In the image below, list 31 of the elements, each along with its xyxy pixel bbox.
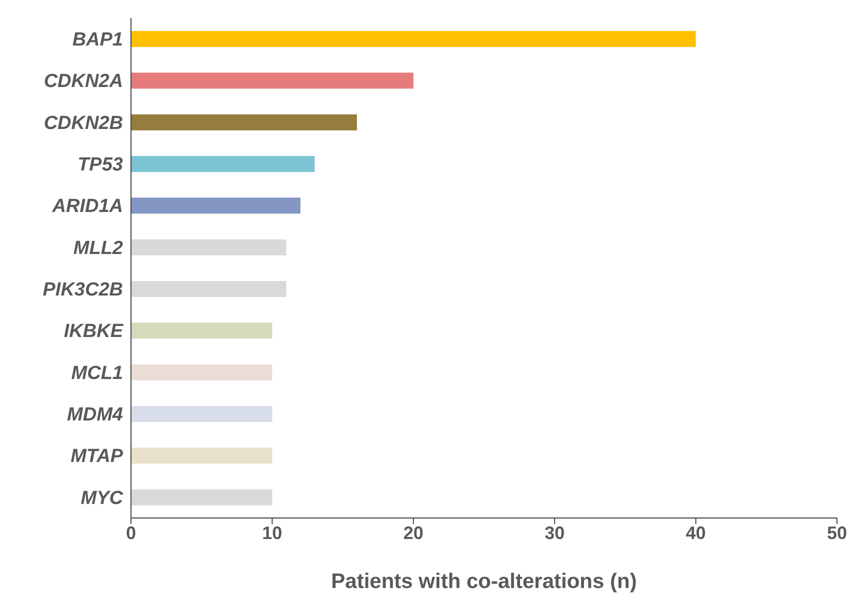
bar (131, 448, 272, 464)
x-tick-label: 40 (686, 522, 706, 543)
y-tick-label: CDKN2B (44, 112, 124, 134)
bar (131, 364, 272, 380)
y-tick-label: MTAP (70, 446, 124, 468)
y-tick-label: MYC (80, 488, 124, 509)
y-tick-label: MCL1 (71, 362, 123, 384)
y-tick-label: PIK3C2B (42, 280, 124, 301)
bar (131, 156, 315, 172)
x-tick-label: 20 (403, 522, 424, 543)
bar (131, 114, 357, 130)
bar (131, 239, 286, 256)
y-tick-label: ARID1A (51, 196, 123, 218)
y-tick-label: BAP1 (72, 30, 123, 51)
bar (131, 72, 414, 89)
bar (131, 31, 696, 47)
bar (131, 489, 272, 506)
y-tick-label: MDM4 (67, 404, 124, 426)
y-tick-label: CDKN2A (44, 71, 123, 92)
x-tick-label: 0 (126, 522, 136, 543)
y-tick-label: IKBKE (64, 321, 124, 342)
x-tick-label: 10 (262, 522, 282, 543)
x-tick-label: 50 (826, 522, 848, 543)
bar (131, 198, 300, 214)
y-tick-label: MLL2 (73, 238, 124, 259)
bar (131, 281, 286, 297)
bar (131, 406, 272, 422)
x-axis-title: Patients with co-alterations (n) (331, 570, 637, 593)
x-tick-label: 30 (544, 522, 565, 543)
bar (131, 322, 272, 339)
y-tick-label: TP53 (78, 154, 124, 176)
